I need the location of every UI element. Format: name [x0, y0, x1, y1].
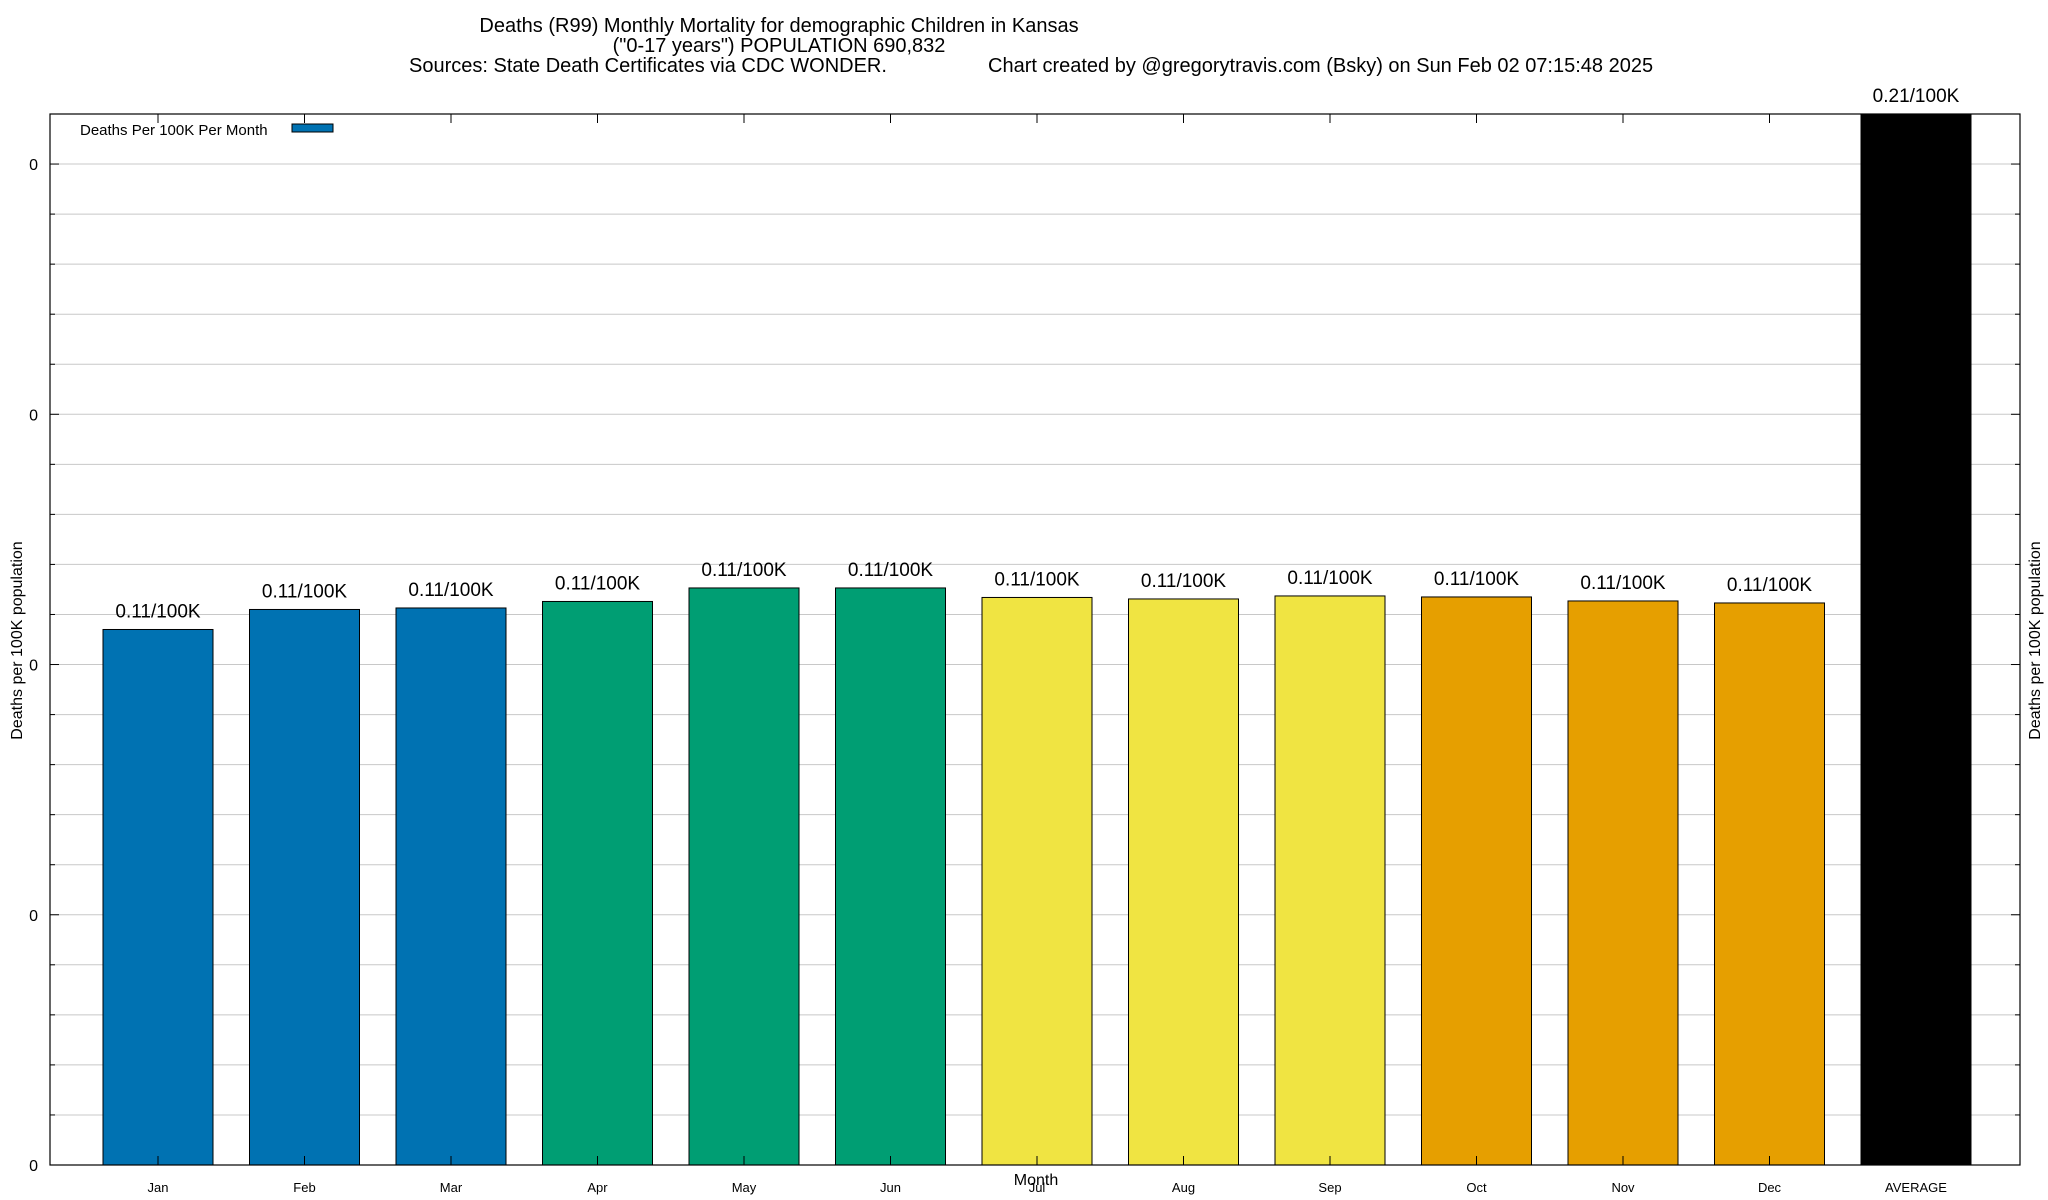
value-labels: 0.11/100K 0.11/100K 0.11/100K 0.11/100K 0.11… [115, 86, 1959, 622]
legend-label: Deaths Per 100K Per Month [80, 122, 268, 139]
data-label: 0.11/100K [115, 601, 201, 622]
data-label: 0.11/100K [1141, 571, 1227, 592]
x-tick-label: Sep [1318, 1180, 1341, 1195]
data-label: 0.21/100K [1873, 86, 1960, 107]
bar-feb [249, 608, 360, 1166]
bar-sep [1274, 595, 1386, 1166]
y-axis-title-left: Deaths per 100K population [9, 541, 26, 739]
x-tick-label: Mar [440, 1180, 463, 1195]
bar-mar [395, 607, 507, 1166]
x-tick-label: Dec [1758, 1180, 1782, 1195]
bar-jun [835, 587, 946, 1166]
x-tick-label: AVERAGE [1885, 1180, 1947, 1195]
data-label: 0.11/100K [1727, 575, 1813, 596]
data-label: 0.11/100K [1287, 568, 1373, 589]
chart-subtitle: ("0-17 years") POPULATION 690,832 [613, 35, 946, 57]
y-tick-label: 0 [29, 407, 38, 424]
plot-frame [49, 113, 2021, 1166]
bar-dec [1714, 602, 1825, 1166]
x-tick-labels: Jan Feb Mar Apr May Jun Jul Aug Sep Oct Nov Dec AVER… [148, 1180, 1948, 1195]
x-tick-label: Jun [880, 1180, 901, 1195]
x-tick-label: Apr [587, 1180, 608, 1195]
bar-jul [981, 596, 1093, 1166]
y-axis-title-right: Deaths per 100K population [2027, 541, 2044, 739]
data-label: 0.11/100K [262, 581, 348, 602]
x-tick-label: May [732, 1180, 757, 1195]
bar-apr [542, 600, 653, 1166]
chart-title: Deaths (R99) Monthly Mortality for demog… [479, 15, 1078, 37]
data-label: 0.11/100K [994, 569, 1080, 590]
data-label: 0.11/100K [555, 573, 641, 594]
bar-jan [102, 628, 214, 1166]
data-label: 0.11/100K [848, 560, 934, 581]
bar-aug [1128, 598, 1239, 1166]
data-label: 0.11/100K [701, 560, 787, 581]
data-label: 0.11/100K [1580, 573, 1666, 594]
axis-ticks [50, 113, 2020, 1166]
x-axis-title: Month [1014, 1172, 1058, 1189]
bar-nov [1567, 600, 1679, 1166]
x-tick-label: Jul [1029, 1180, 1046, 1195]
x-tick-label: Jan [148, 1180, 169, 1195]
bars [102, 113, 1972, 1166]
legend-swatch [291, 123, 334, 133]
y-tick-label: 0 [29, 157, 38, 174]
x-tick-label: Oct [1466, 1180, 1487, 1195]
y-tick-label: 0 [29, 1158, 38, 1175]
x-tick-label: Nov [1611, 1180, 1635, 1195]
chart-credit: Chart created by @gregorytravis.com (Bsk… [988, 55, 1653, 77]
legend: Deaths Per 100K Per Month [80, 122, 334, 139]
y-tick-label: 0 [29, 658, 38, 675]
bar-may [688, 587, 800, 1166]
y-tick-label: 0 [29, 908, 38, 925]
chart-titles: Deaths (R99) Monthly Mortality for demog… [409, 15, 1653, 77]
data-label: 0.11/100K [1434, 569, 1520, 590]
bar-average [1860, 113, 1972, 1166]
gridlines [50, 113, 2020, 1116]
data-label: 0.11/100K [408, 580, 494, 601]
x-tick-label: Aug [1172, 1180, 1195, 1195]
x-tick-label: Feb [293, 1180, 315, 1195]
bar-oct [1421, 596, 1532, 1166]
chart-source: Sources: State Death Certificates via CD… [409, 55, 887, 77]
y-tick-labels: 0 0 0 0 0 [29, 157, 38, 1175]
